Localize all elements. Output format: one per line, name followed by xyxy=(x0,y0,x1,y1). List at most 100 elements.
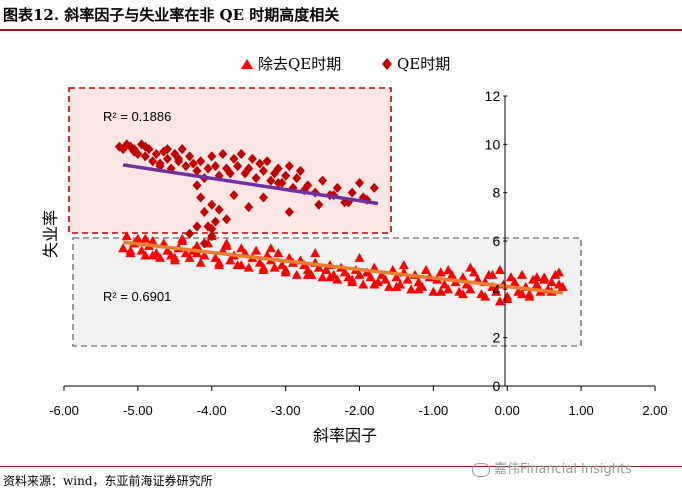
non-qe-point xyxy=(225,255,236,265)
non-qe-point xyxy=(147,250,158,260)
non-qe-point xyxy=(358,279,369,289)
qe-point xyxy=(284,207,294,217)
non-qe-point xyxy=(354,269,365,279)
non-qe-point xyxy=(402,274,413,284)
qe-point xyxy=(244,163,254,174)
qe-point xyxy=(314,199,324,210)
qe-point xyxy=(185,228,195,239)
non-qe-point xyxy=(391,281,402,291)
y-tick-label: 0 xyxy=(492,378,500,394)
qe-point xyxy=(162,153,172,164)
y-tick-label: 2 xyxy=(492,330,500,346)
x-tick-label: -3.00 xyxy=(271,403,301,418)
qe-point xyxy=(144,144,154,155)
qe-point xyxy=(347,187,357,198)
non-qe-point xyxy=(380,274,391,284)
non-qe-point xyxy=(420,265,431,274)
x-tick-label: -1.00 xyxy=(419,403,449,418)
qe-point xyxy=(210,216,220,227)
qe-point xyxy=(199,238,209,249)
non-qe-point xyxy=(265,243,276,253)
non-qe-point xyxy=(291,269,302,279)
non-qe-point xyxy=(369,279,380,289)
non-qe-point xyxy=(491,286,502,296)
non-qe-point xyxy=(391,272,402,282)
qe-point xyxy=(369,182,379,193)
non-qe-point xyxy=(236,260,247,270)
y-tick-label: 6 xyxy=(492,233,500,249)
non-qe-point xyxy=(480,291,491,301)
non-qe-point xyxy=(132,233,143,243)
qe-point xyxy=(162,144,172,155)
qe-point xyxy=(196,192,206,203)
qe-point xyxy=(155,158,165,169)
non-qe-point xyxy=(302,269,313,279)
non-qe-point xyxy=(435,286,446,296)
x-tick-label: -2.00 xyxy=(345,403,375,418)
y-tick-label: 10 xyxy=(485,136,501,152)
non-qe-trendline xyxy=(122,240,563,295)
qe-point xyxy=(207,231,217,242)
non-qe-point xyxy=(553,267,564,277)
non-qe-point xyxy=(354,252,365,262)
watermark-text: 嘉伟Financial Insights xyxy=(494,462,632,477)
bottom-rule xyxy=(0,466,682,467)
x-tick-label: -5.00 xyxy=(123,403,153,418)
non-qe-point xyxy=(276,260,287,270)
qe-point xyxy=(174,153,184,164)
non-qe-point xyxy=(180,248,191,258)
non-qe-point xyxy=(465,262,476,272)
source-note: 资料来源：wind，东亚前海证券研究所 xyxy=(3,474,213,488)
non-qe-point xyxy=(531,272,542,282)
non-qe-point xyxy=(509,277,520,287)
x-tick-label: -6.00 xyxy=(49,403,79,418)
qe-point xyxy=(332,182,342,193)
qe-point xyxy=(247,153,257,164)
qe-point xyxy=(118,144,128,155)
non-qe-point xyxy=(136,245,147,255)
qe-point xyxy=(140,141,150,152)
non-qe-point xyxy=(221,238,232,248)
non-qe-point xyxy=(443,265,454,274)
r2-qe-label: R² = 0.1886 xyxy=(103,109,171,124)
y-axis-title: 失业率 xyxy=(41,210,60,258)
non-qe-point xyxy=(147,236,158,245)
x-tick-label: -4.00 xyxy=(197,403,227,418)
title-bar: 图表12. 斜率因子与失业率在非 QE 时期高度相关 xyxy=(0,0,682,31)
qe-point xyxy=(192,221,202,232)
non-qe-point xyxy=(443,284,454,294)
qe-point xyxy=(192,165,202,176)
non-qe-point xyxy=(155,252,166,262)
non-qe-point xyxy=(531,279,542,289)
non-qe-point xyxy=(162,245,173,255)
non-qe-point xyxy=(376,269,387,279)
legend-diamond-marker xyxy=(382,58,392,70)
qe-point xyxy=(148,156,158,167)
non-qe-point xyxy=(494,296,505,306)
non-qe-point xyxy=(524,291,535,301)
non-qe-point xyxy=(446,269,457,279)
trend-layer xyxy=(122,163,563,295)
non-qe-point xyxy=(191,240,202,250)
points-layer xyxy=(114,139,568,306)
non-qe-point xyxy=(121,231,132,241)
qe-point xyxy=(295,165,305,176)
qe-point xyxy=(236,149,246,159)
non-qe-point xyxy=(428,286,439,296)
qe-point xyxy=(255,158,265,169)
non-qe-point xyxy=(310,248,321,258)
qe-point xyxy=(284,161,294,172)
non-qe-point xyxy=(457,272,468,282)
non-qe-point xyxy=(517,289,528,299)
x-tick-label: 0.00 xyxy=(495,403,520,418)
x-tick-label: 1.00 xyxy=(568,403,593,418)
qe-point xyxy=(199,207,209,217)
non-qe-point xyxy=(251,245,262,255)
non-qe-point xyxy=(195,257,206,267)
y-tick-label: 8 xyxy=(492,185,500,201)
qe-point xyxy=(229,190,239,201)
qe-trendline xyxy=(122,163,379,206)
qe-point xyxy=(233,161,243,172)
non-qe-point xyxy=(465,284,476,294)
qe-point xyxy=(185,151,195,162)
